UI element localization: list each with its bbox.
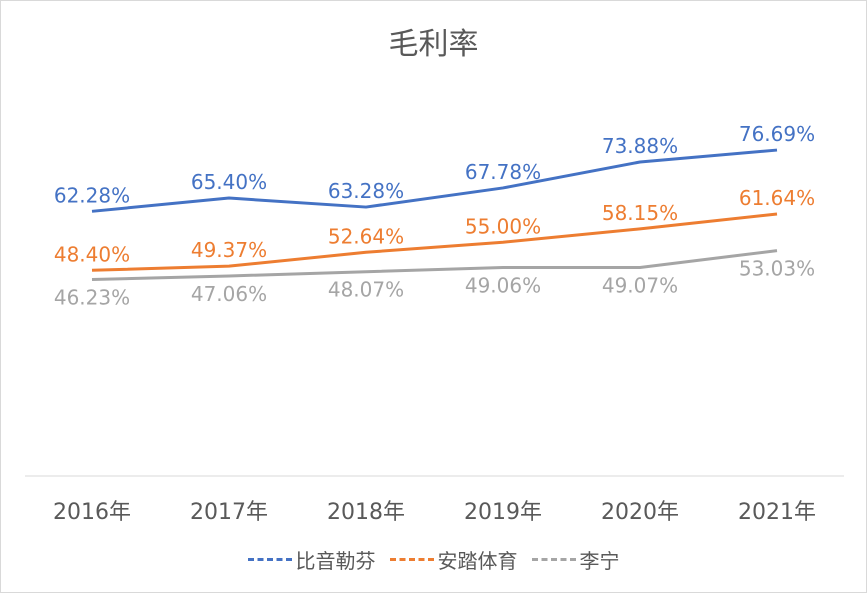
- x-tick-label: 2016年: [53, 500, 131, 525]
- data-label: 49.37%: [191, 238, 267, 262]
- x-tick-label: 2018年: [327, 500, 405, 525]
- data-label: 47.06%: [191, 282, 267, 306]
- data-label: 63.28%: [328, 179, 404, 203]
- data-label: 46.23%: [54, 286, 130, 310]
- x-tick-label: 2019年: [464, 500, 542, 525]
- series-line-0: [91, 148, 778, 213]
- legend: 比音勒芬 安踏体育 李宁: [1, 545, 866, 574]
- data-label: 65.40%: [191, 170, 267, 194]
- chart-title: 毛利率: [388, 27, 479, 62]
- legend-item-1: 安踏体育: [389, 545, 518, 574]
- x-tick-label: 2017年: [190, 500, 268, 525]
- data-label: 62.28%: [54, 183, 130, 207]
- data-label: 67.78%: [465, 160, 541, 184]
- legend-label: 比音勒芬: [295, 549, 376, 573]
- x-tick-label: 2020年: [601, 500, 679, 525]
- x-tick-label: 2021年: [738, 500, 816, 525]
- data-label: 76.69%: [739, 122, 815, 146]
- data-label: 55.00%: [465, 214, 541, 238]
- data-label: 73.88%: [602, 134, 678, 158]
- data-label: 49.06%: [465, 273, 541, 297]
- data-label: 52.64%: [328, 224, 404, 248]
- legend-item-2: 李宁: [531, 545, 620, 574]
- legend-swatch: [247, 558, 292, 561]
- legend-label: 李宁: [579, 549, 620, 573]
- data-label: 61.64%: [739, 186, 815, 210]
- data-label: 49.07%: [602, 273, 678, 297]
- series-line-2: [91, 249, 778, 282]
- legend-swatch: [531, 558, 576, 561]
- legend-item-0: 比音勒芬: [247, 545, 376, 574]
- series-line-1: [91, 212, 778, 272]
- legend-swatch: [389, 558, 434, 561]
- data-label: 48.40%: [54, 242, 130, 266]
- data-label: 48.07%: [328, 278, 404, 302]
- legend-label: 安踏体育: [437, 549, 518, 573]
- data-label: 53.03%: [739, 257, 815, 281]
- data-label: 58.15%: [602, 201, 678, 225]
